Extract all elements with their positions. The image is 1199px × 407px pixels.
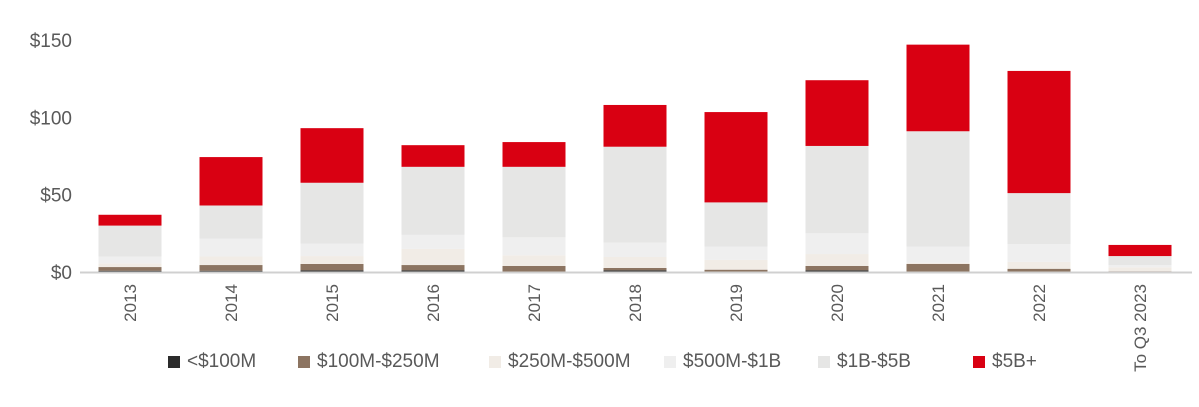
legend-item: $500M-$1B — [664, 351, 781, 373]
bar-segment--500m-1b — [603, 242, 667, 257]
bar-segment--5b- — [199, 157, 263, 206]
legend-item: $250M-$500M — [489, 351, 631, 373]
x-tick-label: 2014 — [222, 284, 241, 322]
bar-segment--5b- — [401, 145, 465, 167]
bar-segment--1b-5b — [1108, 256, 1172, 266]
bar-segment--100m — [98, 270, 162, 272]
bar-segment--5b- — [300, 128, 364, 183]
legend-swatch — [973, 356, 985, 368]
bar-segment--100m-250m — [98, 267, 162, 271]
bar-segment--250m-500m — [603, 256, 667, 268]
bar-segment--5b- — [1007, 70, 1071, 194]
bar-segment--100m-250m — [199, 265, 263, 271]
x-tick-label: 2016 — [424, 284, 443, 322]
bar-segment--100m-250m — [805, 265, 869, 271]
x-tick-label: 2020 — [828, 284, 847, 322]
bar-segment--500m-1b — [1108, 265, 1172, 268]
bar-segment--250m-500m — [98, 263, 162, 268]
x-tick-label: 2021 — [929, 284, 948, 322]
legend-label: $5B+ — [992, 351, 1037, 372]
bar-segment--100m-250m — [1007, 268, 1071, 272]
legend-label: <$100M — [187, 351, 257, 372]
x-tick-label: 2013 — [121, 284, 140, 322]
x-tick-label: 2022 — [1030, 284, 1049, 322]
bar-segment--100m — [300, 270, 364, 272]
x-tick-label: 2018 — [626, 284, 645, 322]
bar-segment--5b- — [906, 44, 970, 132]
bar-segment--5b- — [1108, 244, 1172, 257]
bar-segment--250m-500m — [704, 259, 768, 270]
bar-segment--1b-5b — [401, 166, 465, 235]
legend-label: $100M-$250M — [317, 351, 440, 372]
x-tick-label: 2019 — [727, 284, 746, 322]
bar-segment--1b-5b — [1007, 193, 1071, 245]
bar-segment--100m-250m — [906, 263, 970, 272]
bar-segment--100m-250m — [300, 263, 364, 271]
legend-label: $1B-$5B — [837, 351, 911, 372]
bar-segment--5b- — [603, 104, 667, 147]
bar-segment--1b-5b — [603, 146, 667, 243]
legend: <$100M $100M-$250M $250M-$500M $500M-$1B $1B… — [0, 351, 1199, 375]
x-tick-label: 2015 — [323, 284, 342, 322]
x-tick-label: To Q3 2023 — [1131, 284, 1150, 372]
bar-segment--1b-5b — [805, 145, 869, 234]
bar-segment--100m — [603, 270, 667, 272]
legend-label: $500M-$1B — [683, 351, 782, 372]
legend-swatch — [664, 356, 676, 368]
y-tick-label: $50 — [40, 186, 72, 207]
bar-segment--1b-5b — [199, 205, 263, 239]
y-tick-label: $100 — [30, 108, 72, 129]
legend-swatch — [168, 356, 180, 368]
bar-segment--100m-250m — [603, 267, 667, 271]
bar-segment--500m-1b — [199, 238, 263, 257]
bar-segment--5b- — [704, 112, 768, 203]
bar-segment--250m-500m — [502, 255, 566, 266]
bar-segment--100m-250m — [704, 269, 768, 272]
y-tick-label: $0 — [51, 263, 72, 284]
bar-segment--250m-500m — [1108, 267, 1172, 272]
bar-segment--500m-1b — [502, 237, 566, 256]
bar-segment--500m-1b — [906, 246, 970, 263]
bar-segment--500m-1b — [805, 233, 869, 255]
bar-segment--100m — [199, 270, 263, 272]
bar-segment--1b-5b — [98, 225, 162, 257]
legend-swatch — [489, 356, 501, 368]
bar-segment--100m — [401, 270, 465, 272]
legend-item: $1B-$5B — [818, 351, 911, 373]
bar-segment--1b-5b — [906, 131, 970, 247]
bar-segment--100m-250m — [401, 265, 465, 271]
legend-swatch — [298, 356, 310, 368]
bar-segment--500m-1b — [1007, 244, 1071, 262]
bar-segment--250m-500m — [906, 262, 970, 264]
bar-segment--250m-500m — [805, 254, 869, 266]
bar-segment--500m-1b — [401, 234, 465, 249]
bar-segment--5b- — [805, 80, 869, 146]
bar-segment--100m — [805, 270, 869, 272]
bar-segment--250m-500m — [401, 248, 465, 266]
bar-segment--250m-500m — [1007, 261, 1071, 269]
legend-item: $5B+ — [973, 351, 1037, 373]
legend-swatch — [818, 356, 830, 368]
bar-segment--1b-5b — [502, 166, 566, 238]
bar-segment--5b- — [98, 214, 162, 226]
bar-segment--500m-1b — [98, 256, 162, 264]
bar-segment--250m-500m — [199, 256, 263, 266]
bar-segment--100m-250m — [502, 265, 566, 272]
bar-segment--1b-5b — [300, 182, 364, 244]
x-tick-label: 2017 — [525, 284, 544, 322]
bar-segment--5b- — [502, 142, 566, 167]
bar-segment--250m-500m — [300, 256, 364, 264]
bar-segment--500m-1b — [300, 243, 364, 257]
legend-label: $250M-$500M — [508, 351, 631, 372]
y-tick-label: $150 — [30, 31, 72, 52]
legend-item: <$100M — [168, 351, 256, 373]
bar-segment--500m-1b — [704, 246, 768, 260]
legend-item: $100M-$250M — [298, 351, 440, 373]
bar-segment--1b-5b — [704, 202, 768, 247]
